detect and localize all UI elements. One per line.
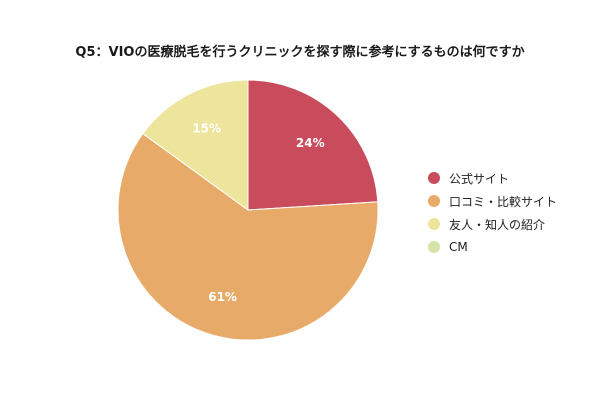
chart-title: Q5：VIOの医療脱毛を行うクリニックを探す際に参考にするものは何ですか	[75, 45, 525, 60]
pie-label-official-site: 24%	[296, 136, 325, 150]
legend-label-review-site: 口コミ・比較サイト	[449, 194, 558, 209]
legend-swatch-official-site	[428, 172, 440, 184]
legend-item-cm[interactable]: CM	[428, 239, 557, 255]
legend-swatch-cm	[428, 241, 440, 253]
pie-slice-referral[interactable]	[142, 79, 249, 211]
legend-swatch-referral	[428, 218, 440, 230]
legend-label-official-site: 公式サイト	[449, 171, 510, 186]
legend-item-official-site[interactable]: 公式サイト	[428, 170, 557, 186]
pie-label-review-site: 61%	[208, 290, 237, 304]
legend: 公式サイト 口コミ・比較サイト 友人・知人の紹介 CM	[428, 170, 557, 262]
legend-item-referral[interactable]: 友人・知人の紹介	[428, 216, 557, 232]
legend-label-referral: 友人・知人の紹介	[449, 217, 546, 232]
legend-swatch-review-site	[428, 195, 440, 207]
pie-label-referral: 15%	[192, 121, 221, 135]
pie-slice-review-site[interactable]	[117, 132, 379, 341]
pie-slice-official-site[interactable]	[247, 79, 379, 211]
legend-label-cm: CM	[449, 240, 468, 254]
legend-item-review-site[interactable]: 口コミ・比較サイト	[428, 193, 557, 209]
